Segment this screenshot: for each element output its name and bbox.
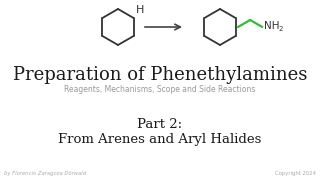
Text: by Florencio Zaragoza Dörwald: by Florencio Zaragoza Dörwald [4, 172, 86, 177]
Text: H: H [136, 5, 144, 15]
Text: From Arenes and Aryl Halides: From Arenes and Aryl Halides [58, 134, 262, 147]
Text: 2: 2 [278, 26, 283, 32]
Text: Reagents, Mechanisms, Scope and Side Reactions: Reagents, Mechanisms, Scope and Side Rea… [64, 86, 256, 94]
Text: Preparation of Phenethylamines: Preparation of Phenethylamines [13, 66, 307, 84]
Text: Copyright 2024: Copyright 2024 [275, 172, 316, 177]
Text: Part 2:: Part 2: [137, 118, 183, 132]
Text: NH: NH [264, 21, 280, 31]
